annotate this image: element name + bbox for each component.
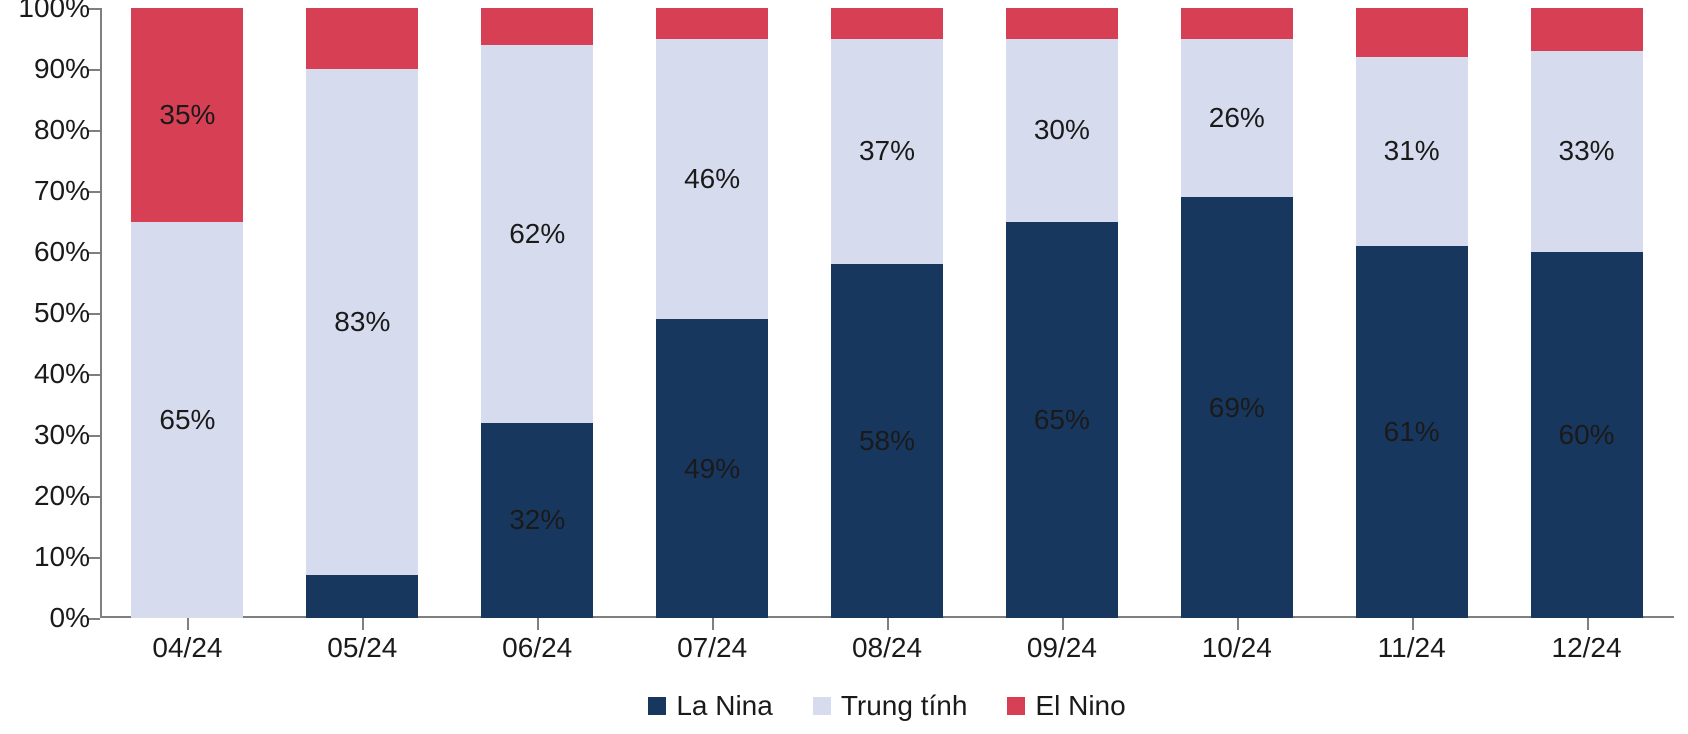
bar-value-label: 37%: [859, 135, 915, 167]
bar-value-label: 5%: [1217, 0, 1257, 2]
bar-value-label: 26%: [1209, 102, 1265, 134]
y-axis-label: 90%: [34, 53, 100, 85]
legend-item-trung_tinh: Trung tính: [813, 690, 968, 722]
x-axis-label: 12/24: [1552, 618, 1622, 664]
bar-seg-trung_tinh: 62%: [481, 45, 593, 423]
bar-seg-trung_tinh: 26%: [1181, 39, 1293, 198]
bar-group: 61%31%8%: [1356, 8, 1468, 618]
bar-value-label: 46%: [684, 163, 740, 195]
bar-seg-el_nino: [1181, 8, 1293, 39]
legend-swatch: [1007, 697, 1025, 715]
bar-value-label: 65%: [159, 404, 215, 436]
bar-seg-la_nina: 58%: [831, 264, 943, 618]
bar-seg-el_nino: [1006, 8, 1118, 39]
bar-seg-la_nina: 49%: [656, 319, 768, 618]
legend-swatch: [648, 697, 666, 715]
bar-seg-el_nino: [1531, 8, 1643, 51]
bar-value-label: 62%: [509, 218, 565, 250]
y-axis-label: 70%: [34, 175, 100, 207]
bar-value-label: 58%: [859, 425, 915, 457]
y-axis-label: 20%: [34, 480, 100, 512]
bar-seg-la_nina: [306, 575, 418, 618]
bar-group: 65% 35%: [131, 8, 243, 618]
bar-group: 49%46%5%: [656, 8, 768, 618]
bar-value-label: 33%: [1559, 135, 1615, 167]
bar-group: 7%83%10%: [306, 8, 418, 618]
legend: La Nina Trung tính El Nino: [100, 690, 1674, 722]
y-axis-label: 30%: [34, 419, 100, 451]
bar-group: 65%30%5%: [1006, 8, 1118, 618]
bar-seg-la_nina: 69%: [1181, 197, 1293, 618]
bar-seg-trung_tinh: 31%: [1356, 57, 1468, 246]
bar-value-label: 30%: [1034, 114, 1090, 146]
bar-value-label: 60%: [1559, 419, 1615, 451]
bar-seg-el_nino: [1356, 8, 1468, 57]
bar-value-label: 5%: [692, 0, 732, 2]
x-axis-label: 07/24: [677, 618, 747, 664]
bar-value-label: 32%: [509, 504, 565, 536]
bar-seg-trung_tinh: 46%: [656, 39, 768, 320]
bar-value-label: 5%: [1042, 0, 1082, 2]
bar-seg-el_nino: [481, 8, 593, 45]
bars-layer: 65%35%7%83%10%32%62%6%49%46%5%58%37%5%65…: [100, 8, 1674, 618]
bar-value-label: 10%: [334, 0, 390, 2]
legend-label: El Nino: [1035, 690, 1125, 722]
x-axis-label: 05/24: [327, 618, 397, 664]
bar-value-label: 8%: [1391, 0, 1431, 2]
bar-value-label: 35%: [159, 99, 215, 131]
bar-seg-el_nino: [656, 8, 768, 39]
bar-group: 32%62%6%: [481, 8, 593, 618]
bar-seg-la_nina: 61%: [1356, 246, 1468, 618]
bar-seg-trung_tinh: 33%: [1531, 51, 1643, 252]
bar-value-label: 83%: [334, 306, 390, 338]
x-axis-label: 09/24: [1027, 618, 1097, 664]
y-axis-label: 80%: [34, 114, 100, 146]
legend-label: Trung tính: [841, 690, 968, 722]
bar-value-label: 7%: [1566, 0, 1606, 2]
x-axis-label: 11/24: [1378, 618, 1446, 664]
legend-item-el_nino: El Nino: [1007, 690, 1125, 722]
bar-seg-la_nina: 32%: [481, 423, 593, 618]
bar-value-label: 69%: [1209, 392, 1265, 424]
legend-label: La Nina: [676, 690, 773, 722]
y-axis-label: 10%: [34, 541, 100, 573]
bar-seg-la_nina: 60%: [1531, 252, 1643, 618]
y-axis-label: 100%: [18, 0, 100, 24]
plot-area: 65%35%7%83%10%32%62%6%49%46%5%58%37%5%65…: [100, 8, 1674, 618]
x-axis-label: 10/24: [1202, 618, 1272, 664]
bar-seg-la_nina: 65%: [1006, 222, 1118, 619]
x-axis-label: 08/24: [852, 618, 922, 664]
bar-seg-el_nino: [831, 8, 943, 39]
x-axis-label: 04/24: [152, 618, 222, 664]
bar-group: 60%33%7%: [1531, 8, 1643, 618]
bar-value-label: 5%: [867, 0, 907, 2]
y-axis-label: 50%: [34, 297, 100, 329]
bar-seg-el_nino: 35%: [131, 8, 243, 222]
y-axis-label: 40%: [34, 358, 100, 390]
bar-seg-trung_tinh: 65%: [131, 222, 243, 619]
bar-group: 58%37%5%: [831, 8, 943, 618]
bar-group: 69%26%5%: [1181, 8, 1293, 618]
bar-value-label: 61%: [1384, 416, 1440, 448]
legend-item-la_nina: La Nina: [648, 690, 773, 722]
y-axis-label: 60%: [34, 236, 100, 268]
bar-seg-trung_tinh: 83%: [306, 69, 418, 575]
bar-value-label: 65%: [1034, 404, 1090, 436]
bar-seg-trung_tinh: 37%: [831, 39, 943, 265]
bar-value-label: 6%: [517, 0, 557, 2]
bar-seg-trung_tinh: 30%: [1006, 39, 1118, 222]
enso-probability-chart: 65%35%7%83%10%32%62%6%49%46%5%58%37%5%65…: [0, 0, 1688, 734]
x-axis-label: 06/24: [502, 618, 572, 664]
bar-seg-el_nino: [306, 8, 418, 69]
bar-value-label: 31%: [1384, 135, 1440, 167]
bar-value-label: 49%: [684, 453, 740, 485]
y-axis-label: 0%: [50, 602, 100, 634]
legend-swatch: [813, 697, 831, 715]
